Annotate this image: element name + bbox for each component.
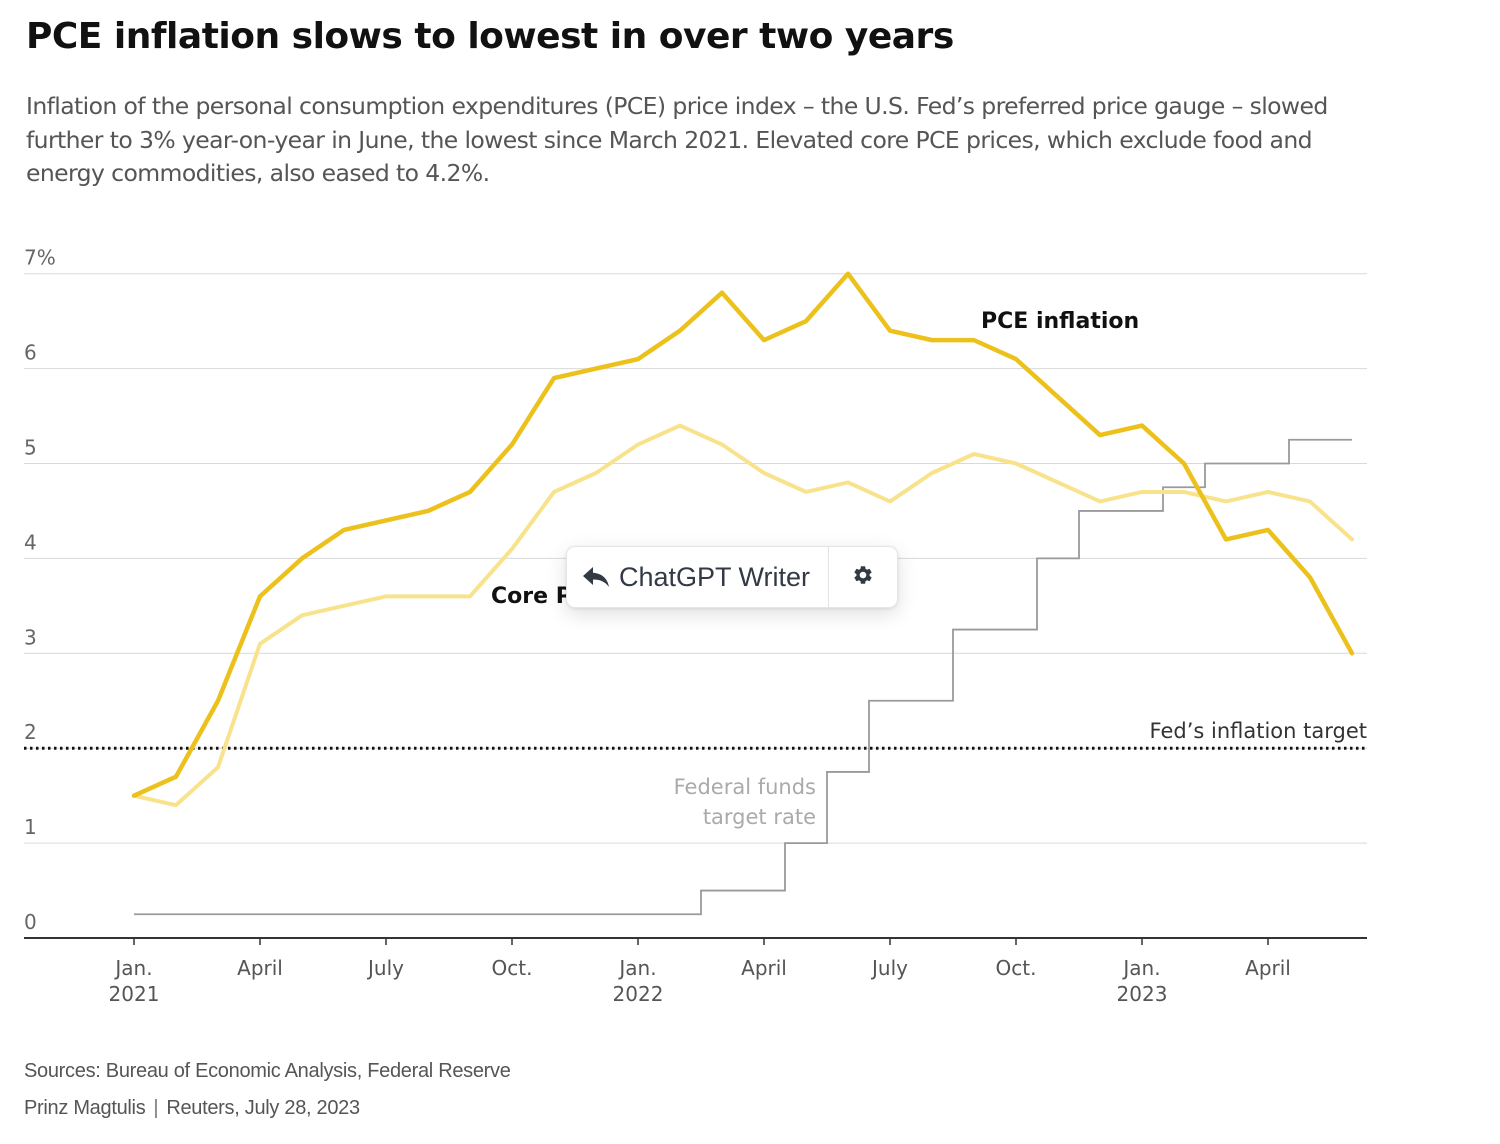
x-tick-label: April — [1245, 956, 1291, 980]
fed-funds-rate-line — [134, 438, 1352, 916]
inflation-target-label: Fed’s inflation target — [1150, 719, 1367, 743]
core-pce-line — [132, 423, 1354, 808]
credit-separator: | — [153, 1097, 159, 1119]
x-tick-label: April — [237, 956, 283, 980]
settings-button[interactable] — [829, 547, 897, 607]
x-tick-year: 2023 — [1117, 982, 1168, 1006]
x-tick-label: April — [741, 956, 787, 980]
y-tick-label: 6 — [24, 341, 37, 365]
x-tick-label: July — [870, 956, 908, 980]
y-tick-label: 7% — [24, 246, 56, 270]
y-tick-label: 2 — [24, 720, 37, 744]
y-tick-label: 5 — [24, 436, 37, 460]
credit-line: Prinz Magtulis | Reuters, July 28, 2023 — [24, 1097, 360, 1120]
chatgpt-writer-label: ChatGPT Writer — [619, 561, 811, 592]
chatgpt-writer-popup: ChatGPT Writer — [566, 546, 898, 608]
sources-note: Sources: Bureau of Economic Analysis, Fe… — [24, 1060, 511, 1082]
author: Prinz Magtulis — [24, 1097, 146, 1119]
y-tick-label: 1 — [24, 815, 37, 839]
x-tick-label: Jan. — [113, 956, 152, 980]
gear-icon — [852, 564, 874, 591]
y-tick-label: 0 — [24, 910, 37, 934]
pce-inflation-label: PCE inflation — [981, 309, 1139, 334]
fed-funds-label: target rate — [703, 805, 816, 829]
x-tick-label: July — [366, 956, 404, 980]
reply-arrow-icon — [581, 565, 611, 589]
chatgpt-writer-button[interactable]: ChatGPT Writer — [567, 547, 830, 607]
x-tick-label: Oct. — [492, 956, 533, 980]
chart-subtitle: Inflation of the personal consumption ex… — [26, 92, 1328, 187]
outlet-date: Reuters, July 28, 2023 — [166, 1097, 360, 1119]
x-tick-label: Oct. — [996, 956, 1037, 980]
chart-title: PCE inflation slows to lowest in over tw… — [26, 16, 954, 57]
y-tick-label: 4 — [24, 530, 37, 554]
x-tick-label: Jan. — [1121, 956, 1160, 980]
x-tick-year: 2021 — [109, 982, 160, 1006]
x-tick-year: 2022 — [613, 982, 664, 1006]
y-tick-label: 3 — [24, 625, 37, 649]
fed-funds-label: Federal funds — [674, 775, 816, 799]
x-tick-label: Jan. — [617, 956, 656, 980]
pce-inflation-line — [131, 271, 1355, 798]
